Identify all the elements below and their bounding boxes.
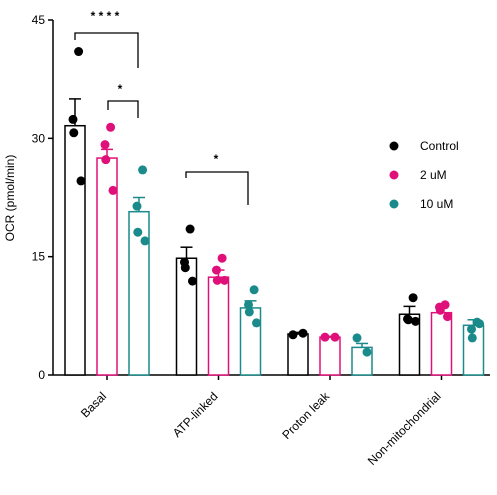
bar	[64, 124, 86, 376]
legend-label: 10 uM	[420, 197, 453, 211]
data-point	[411, 316, 420, 326]
y-tick-label: 30	[32, 131, 46, 145]
x-tick-label: Non-mitochondrial	[365, 389, 444, 468]
data-point	[244, 300, 253, 310]
data-point	[68, 114, 78, 124]
legend-marker	[389, 170, 399, 180]
data-point	[362, 347, 372, 357]
y-tick-label: 0	[38, 368, 45, 382]
x-tick-label: Proton leak	[279, 389, 333, 443]
data-point	[100, 140, 110, 150]
data-point	[76, 176, 86, 186]
y-axis-label: OCR (pmol/min)	[3, 155, 17, 242]
data-point	[74, 47, 84, 57]
bar	[207, 276, 230, 376]
significance-bracket	[74, 32, 139, 68]
data-point	[212, 265, 221, 275]
significance-label: * * * *	[91, 9, 120, 23]
data-point	[220, 275, 229, 285]
legend-label: Control	[420, 139, 459, 153]
legend-marker	[389, 199, 399, 209]
data-point	[140, 236, 150, 246]
data-point	[133, 227, 143, 237]
x-tick-label: Basal	[78, 389, 109, 420]
data-point	[403, 315, 413, 325]
data-point	[249, 285, 259, 295]
bar	[175, 257, 198, 376]
data-point	[252, 318, 261, 328]
data-point	[212, 275, 222, 285]
data-point	[467, 324, 476, 334]
data-point	[132, 201, 142, 211]
data-point	[138, 165, 148, 175]
data-point	[298, 328, 308, 338]
data-point	[217, 253, 227, 263]
data-point	[330, 332, 340, 342]
data-point	[288, 330, 298, 340]
data-point	[188, 276, 197, 286]
bar	[319, 336, 341, 376]
bar	[287, 333, 309, 376]
data-point	[244, 307, 254, 317]
data-point	[185, 224, 195, 234]
significance-label: *	[118, 82, 123, 96]
significance-bracket	[107, 100, 139, 118]
legend-label: 2 uM	[420, 168, 447, 182]
data-point	[108, 185, 118, 195]
data-point	[475, 319, 484, 329]
data-point	[435, 305, 445, 315]
data-point	[320, 332, 330, 342]
data-point	[467, 333, 477, 343]
data-point	[180, 263, 190, 273]
y-tick-label: 45	[32, 13, 46, 27]
bar	[239, 307, 262, 376]
significance-label: *	[214, 152, 219, 166]
x-tick-label: ATP-linked	[170, 389, 221, 440]
data-point	[69, 128, 79, 138]
significance-bracket	[185, 171, 249, 205]
data-point	[443, 312, 452, 322]
y-tick-label: 15	[32, 250, 46, 264]
data-point	[408, 293, 418, 303]
data-point	[352, 333, 362, 343]
data-point	[106, 122, 116, 132]
legend-marker	[389, 141, 399, 151]
bar	[430, 311, 453, 376]
data-point	[101, 155, 111, 165]
